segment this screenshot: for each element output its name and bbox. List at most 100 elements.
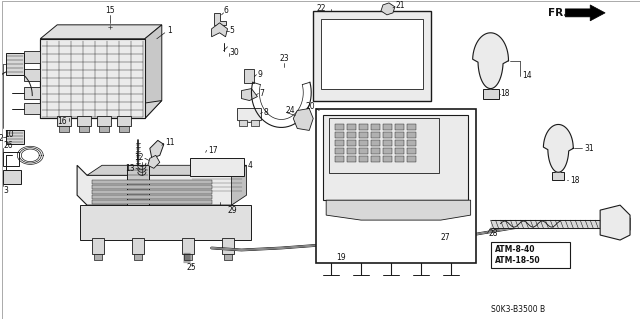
Bar xyxy=(8,9,186,133)
Bar xyxy=(182,238,194,254)
Text: 29: 29 xyxy=(228,206,237,215)
Text: 19: 19 xyxy=(336,254,346,263)
Text: 18: 18 xyxy=(570,176,580,185)
Bar xyxy=(407,156,416,162)
Text: S0K3-B3500 B: S0K3-B3500 B xyxy=(490,305,545,314)
Bar xyxy=(335,124,344,130)
Bar xyxy=(40,39,145,118)
Polygon shape xyxy=(40,25,162,39)
Circle shape xyxy=(198,148,205,156)
Bar xyxy=(92,195,212,199)
Bar xyxy=(395,132,404,138)
Bar xyxy=(371,148,380,154)
Bar xyxy=(552,172,564,180)
Bar xyxy=(92,180,212,184)
Polygon shape xyxy=(214,13,225,25)
Bar xyxy=(347,156,356,162)
Bar xyxy=(383,140,392,146)
Bar xyxy=(189,158,244,176)
Polygon shape xyxy=(326,200,470,220)
Polygon shape xyxy=(87,165,246,175)
Bar xyxy=(395,156,404,162)
Bar xyxy=(24,69,40,81)
Text: 22: 22 xyxy=(316,4,326,13)
Bar xyxy=(24,86,40,99)
Bar xyxy=(94,254,102,260)
Bar xyxy=(223,254,232,260)
Text: 23: 23 xyxy=(280,54,289,63)
Polygon shape xyxy=(232,165,246,205)
Bar xyxy=(383,124,392,130)
Bar xyxy=(407,148,416,154)
Bar xyxy=(323,115,468,200)
Text: 16: 16 xyxy=(57,117,67,126)
Bar xyxy=(119,126,129,132)
Circle shape xyxy=(179,250,195,266)
Text: 3: 3 xyxy=(3,186,8,195)
Bar xyxy=(244,69,255,83)
Bar xyxy=(359,156,368,162)
Bar xyxy=(321,19,423,89)
Polygon shape xyxy=(612,215,630,233)
Circle shape xyxy=(219,51,228,61)
Bar xyxy=(79,126,89,132)
Text: 14: 14 xyxy=(522,71,532,80)
Text: 12: 12 xyxy=(134,153,144,162)
Text: 17: 17 xyxy=(209,146,218,155)
Polygon shape xyxy=(381,3,395,15)
Bar xyxy=(6,130,24,145)
Polygon shape xyxy=(543,124,573,172)
Polygon shape xyxy=(565,5,605,21)
Text: 9: 9 xyxy=(257,70,262,79)
Polygon shape xyxy=(145,25,162,118)
Bar xyxy=(347,132,356,138)
Circle shape xyxy=(214,204,225,216)
Bar xyxy=(77,116,91,126)
Polygon shape xyxy=(80,205,252,240)
Bar xyxy=(490,242,570,268)
Polygon shape xyxy=(150,140,164,158)
Bar xyxy=(24,102,40,115)
Text: 27: 27 xyxy=(441,233,451,241)
Text: FR.: FR. xyxy=(548,8,568,18)
Bar xyxy=(221,238,234,254)
Bar xyxy=(359,124,368,130)
Bar xyxy=(383,156,392,162)
Circle shape xyxy=(424,233,438,247)
Text: ATM-18-50: ATM-18-50 xyxy=(495,256,540,265)
Text: 1: 1 xyxy=(167,26,172,35)
Bar xyxy=(483,89,499,99)
Bar xyxy=(359,148,368,154)
Bar xyxy=(371,156,380,162)
Polygon shape xyxy=(40,100,162,118)
Bar xyxy=(347,124,356,130)
Text: 4: 4 xyxy=(248,161,252,170)
Bar xyxy=(335,140,344,146)
Bar xyxy=(395,124,404,130)
Bar xyxy=(3,170,21,184)
Bar xyxy=(97,116,111,126)
Bar xyxy=(92,238,104,254)
Bar xyxy=(407,124,416,130)
Bar xyxy=(40,39,145,118)
Bar xyxy=(347,140,356,146)
Text: 7: 7 xyxy=(259,89,264,98)
Bar xyxy=(134,254,142,260)
Bar xyxy=(184,254,191,260)
Text: 8: 8 xyxy=(264,108,268,117)
Bar xyxy=(92,200,212,204)
Bar xyxy=(383,132,392,138)
Text: 10: 10 xyxy=(4,130,14,139)
Text: 6: 6 xyxy=(223,6,228,15)
Bar xyxy=(335,148,344,154)
Bar xyxy=(127,165,149,205)
Bar xyxy=(371,124,380,130)
Polygon shape xyxy=(473,33,509,89)
Bar xyxy=(92,185,212,189)
Bar xyxy=(395,140,404,146)
Bar xyxy=(359,140,368,146)
Ellipse shape xyxy=(549,176,567,184)
Text: 11: 11 xyxy=(164,138,174,147)
Text: 26: 26 xyxy=(3,141,13,150)
Bar xyxy=(3,152,19,166)
